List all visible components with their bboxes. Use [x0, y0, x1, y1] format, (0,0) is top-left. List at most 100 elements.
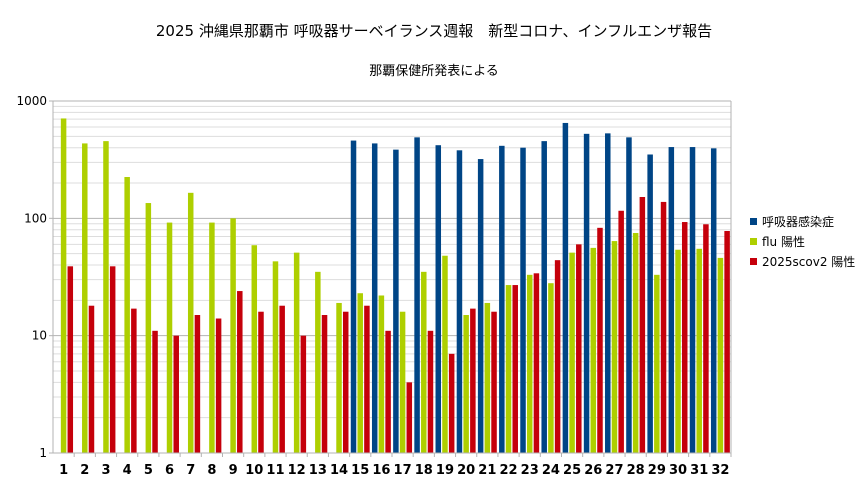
legend-label: flu 陽性 [762, 235, 805, 249]
y-tick-label: 1 [39, 446, 47, 460]
chart-title: 2025 沖縄県那覇市 呼吸器サーベイランス週報 新型コロナ、インフルエンザ報告 [156, 22, 712, 40]
y-tick-label: 100 [24, 211, 47, 225]
bar [194, 315, 201, 453]
bar [689, 147, 696, 454]
bar [230, 218, 236, 453]
x-tick-label: 13 [309, 463, 327, 478]
bar [512, 285, 518, 453]
legend-swatch [750, 218, 757, 225]
bar [668, 147, 675, 454]
bar [660, 201, 667, 453]
bar [435, 145, 442, 453]
bar [477, 159, 484, 453]
bar [554, 260, 561, 453]
x-tick-label: 4 [123, 463, 132, 478]
bar [251, 245, 258, 453]
bar [103, 141, 109, 454]
x-tick-label: 19 [436, 463, 454, 478]
x-tick-label: 21 [478, 463, 496, 478]
x-tick-label: 11 [266, 463, 284, 478]
bar [364, 305, 370, 453]
bar [342, 311, 349, 453]
bar [448, 353, 455, 453]
bar [562, 122, 569, 453]
y-tick-label: 10 [32, 329, 47, 343]
bar [258, 311, 264, 453]
bar [463, 315, 469, 453]
bar [421, 271, 427, 453]
bar [654, 274, 660, 453]
x-tick-label: 29 [648, 463, 666, 478]
bar [681, 222, 688, 453]
bar [590, 247, 597, 453]
legend-label: 2025scov2 陽性 [762, 255, 855, 269]
bar [541, 141, 547, 454]
bar [124, 177, 130, 453]
y-tick-label: 1000 [16, 94, 47, 108]
bar [583, 133, 590, 453]
bar [272, 261, 279, 453]
bar [237, 291, 243, 453]
bar [710, 148, 717, 453]
bar [385, 330, 391, 453]
bar [632, 232, 639, 453]
x-tick-label: 12 [288, 463, 306, 478]
bar [639, 196, 646, 454]
legend: 呼吸器感染症 flu 陽性 2025scov2 陽性 [750, 214, 855, 269]
bar [484, 302, 491, 453]
bar [456, 150, 463, 453]
bar [427, 330, 434, 453]
bar [173, 335, 179, 453]
bar [293, 252, 300, 453]
bar [569, 252, 575, 453]
bar [109, 266, 116, 453]
bar [618, 210, 624, 453]
legend-label: 呼吸器感染症 [762, 214, 834, 229]
bar [442, 255, 448, 453]
bar [209, 222, 215, 453]
bars [60, 118, 730, 454]
bar [336, 302, 342, 453]
x-tick-label: 1 [59, 463, 68, 478]
x-tick-label: 5 [144, 463, 153, 478]
bar [499, 145, 505, 454]
x-tick-label: 31 [690, 463, 708, 478]
bar [406, 382, 413, 453]
x-tick-label: 16 [372, 463, 390, 478]
bar [696, 248, 702, 453]
chart-subtitle: 那覇保健所発表による [369, 64, 499, 79]
bar [520, 147, 526, 453]
bar [414, 137, 420, 453]
bar [703, 224, 709, 453]
bar [548, 283, 554, 453]
bar [378, 295, 385, 453]
bar [611, 241, 618, 453]
bar [131, 308, 137, 453]
bar [350, 140, 357, 453]
bar [605, 133, 611, 454]
x-tick-label: 14 [330, 463, 348, 478]
bar [717, 257, 724, 453]
bar [675, 249, 681, 453]
x-tick-label: 30 [669, 463, 687, 478]
bar [315, 271, 321, 453]
x-tick-label: 8 [207, 463, 216, 478]
bar [67, 266, 74, 453]
x-tick-label: 32 [711, 463, 729, 478]
bar [470, 308, 476, 453]
x-tick-label: 24 [542, 463, 560, 478]
bar [88, 305, 95, 453]
bar [399, 311, 406, 453]
bar [279, 305, 285, 453]
legend-swatch [750, 258, 757, 265]
x-tick-label: 7 [186, 463, 195, 478]
gridlines [53, 100, 731, 419]
x-tick-label: 6 [165, 463, 174, 478]
bar [166, 222, 173, 453]
x-tick-label: 27 [605, 463, 623, 478]
x-tick-label: 18 [415, 463, 433, 478]
x-tick-label: 10 [245, 463, 263, 478]
bar [576, 244, 582, 453]
bar [724, 230, 730, 453]
